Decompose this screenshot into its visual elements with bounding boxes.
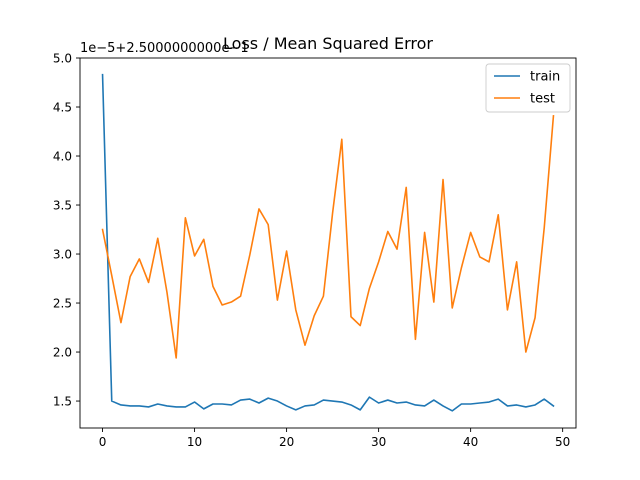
y-tick-label: 3.5 [53,199,72,213]
y-tick-label: 1.5 [53,395,72,409]
x-tick-label: 10 [187,435,202,449]
plot-area-frame [79,57,577,429]
y-tick-label: 2.0 [53,346,72,360]
x-tick-label: 0 [99,435,107,449]
y-tick-label: 4.5 [53,101,72,115]
series-line-test [101,114,555,359]
x-tick-label: 20 [279,435,294,449]
y-axis-offset-label: 1e−5+2.5000000000e−1 [80,41,249,56]
y-tick-label: 3.0 [53,248,72,262]
chart-title: Loss / Mean Squared Error [223,34,433,53]
legend: train test [485,63,571,113]
axis-ticks: 0 10 20 30 40 50 1.5 2.0 2.5 3.0 3.5 4.0 4.5 5.0 [53,52,570,450]
y-tick-label: 5.0 [53,52,72,66]
legend-label-train: train [530,70,560,85]
series-lines [101,73,555,412]
x-tick-label: 40 [463,435,478,449]
x-tick-label: 30 [371,435,386,449]
legend-label-test: test [530,92,555,107]
series-line-train [101,73,555,412]
y-tick-label: 4.0 [53,150,72,164]
x-tick-label: 50 [555,435,570,449]
y-tick-label: 2.5 [53,297,72,311]
